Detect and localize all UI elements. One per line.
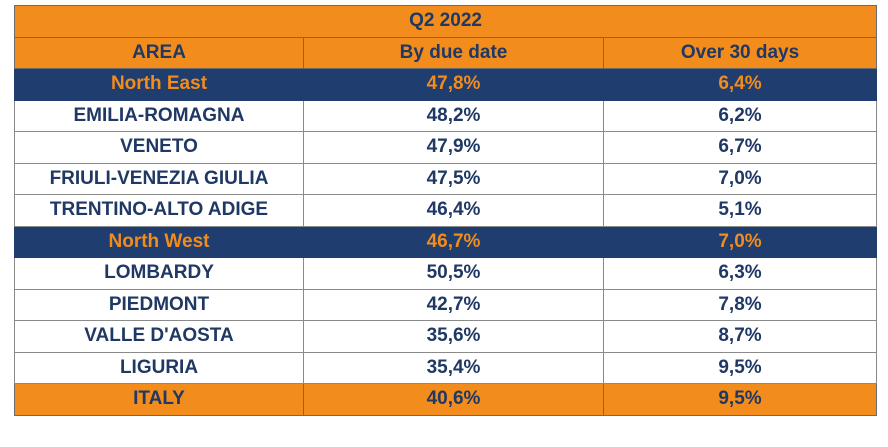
area-cell: FRIULI-VENEZIA GIULIA (14, 162, 304, 195)
area-cell: North West (14, 225, 304, 258)
table-row: ITALY 40,6% 9,5% (14, 383, 878, 416)
table-row: VALLE D'AOSTA 35,6% 8,7% (14, 320, 878, 353)
area-cell: VALLE D'AOSTA (14, 320, 304, 353)
area-cell: PIEDMONT (14, 288, 304, 321)
over-30-days-cell: 5,1% (602, 194, 878, 227)
over-30-days-cell: 7,0% (602, 162, 878, 195)
table-row: North East 47,8% 6,4% (14, 68, 878, 101)
area-cell: LIGURIA (14, 351, 304, 384)
table-row: EMILIA-ROMAGNA 48,2% 6,2% (14, 99, 878, 132)
table-row: LIGURIA 35,4% 9,5% (14, 351, 878, 384)
by-due-date-cell: 46,7% (303, 225, 604, 258)
over-30-days-cell: 6,7% (602, 131, 878, 164)
area-cell: VENETO (14, 131, 304, 164)
area-cell: ITALY (14, 383, 304, 416)
header-over-30-days: Over 30 days (602, 36, 878, 69)
by-due-date-cell: 35,6% (303, 320, 604, 353)
table-row: VENETO 47,9% 6,7% (14, 131, 878, 164)
over-30-days-cell: 9,5% (602, 351, 878, 384)
area-cell: LOMBARDY (14, 257, 304, 290)
over-30-days-cell: 7,0% (602, 225, 878, 258)
header-by-due-date: By due date (303, 36, 604, 69)
area-cell: North East (14, 68, 304, 101)
table-row: FRIULI-VENEZIA GIULIA 47,5% 7,0% (14, 162, 878, 195)
table-row: TRENTINO-ALTO ADIGE 46,4% 5,1% (14, 194, 878, 227)
by-due-date-cell: 47,9% (303, 131, 604, 164)
by-due-date-cell: 40,6% (303, 383, 604, 416)
by-due-date-cell: 47,5% (303, 162, 604, 195)
over-30-days-cell: 9,5% (602, 383, 878, 416)
by-due-date-cell: 48,2% (303, 99, 604, 132)
area-cell: TRENTINO-ALTO ADIGE (14, 194, 304, 227)
table-row: PIEDMONT 42,7% 7,8% (14, 288, 878, 321)
by-due-date-cell: 42,7% (303, 288, 604, 321)
by-due-date-cell: 50,5% (303, 257, 604, 290)
payment-delays-table: Q2 2022 AREA By due date Over 30 days No… (13, 5, 878, 416)
area-cell: EMILIA-ROMAGNA (14, 99, 304, 132)
over-30-days-cell: 6,3% (602, 257, 878, 290)
title-row: Q2 2022 (13, 5, 878, 38)
over-30-days-cell: 8,7% (602, 320, 878, 353)
by-due-date-cell: 35,4% (303, 351, 604, 384)
over-30-days-cell: 6,2% (602, 99, 878, 132)
by-due-date-cell: 46,4% (303, 194, 604, 227)
over-30-days-cell: 7,8% (602, 288, 878, 321)
table-row: North West 46,7% 7,0% (14, 225, 878, 258)
by-due-date-cell: 47,8% (303, 68, 604, 101)
table-row: LOMBARDY 50,5% 6,3% (14, 257, 878, 290)
header-row: AREA By due date Over 30 days (14, 36, 878, 69)
header-area: AREA (14, 36, 304, 69)
over-30-days-cell: 6,4% (602, 68, 878, 101)
table-title: Q2 2022 (13, 5, 878, 38)
